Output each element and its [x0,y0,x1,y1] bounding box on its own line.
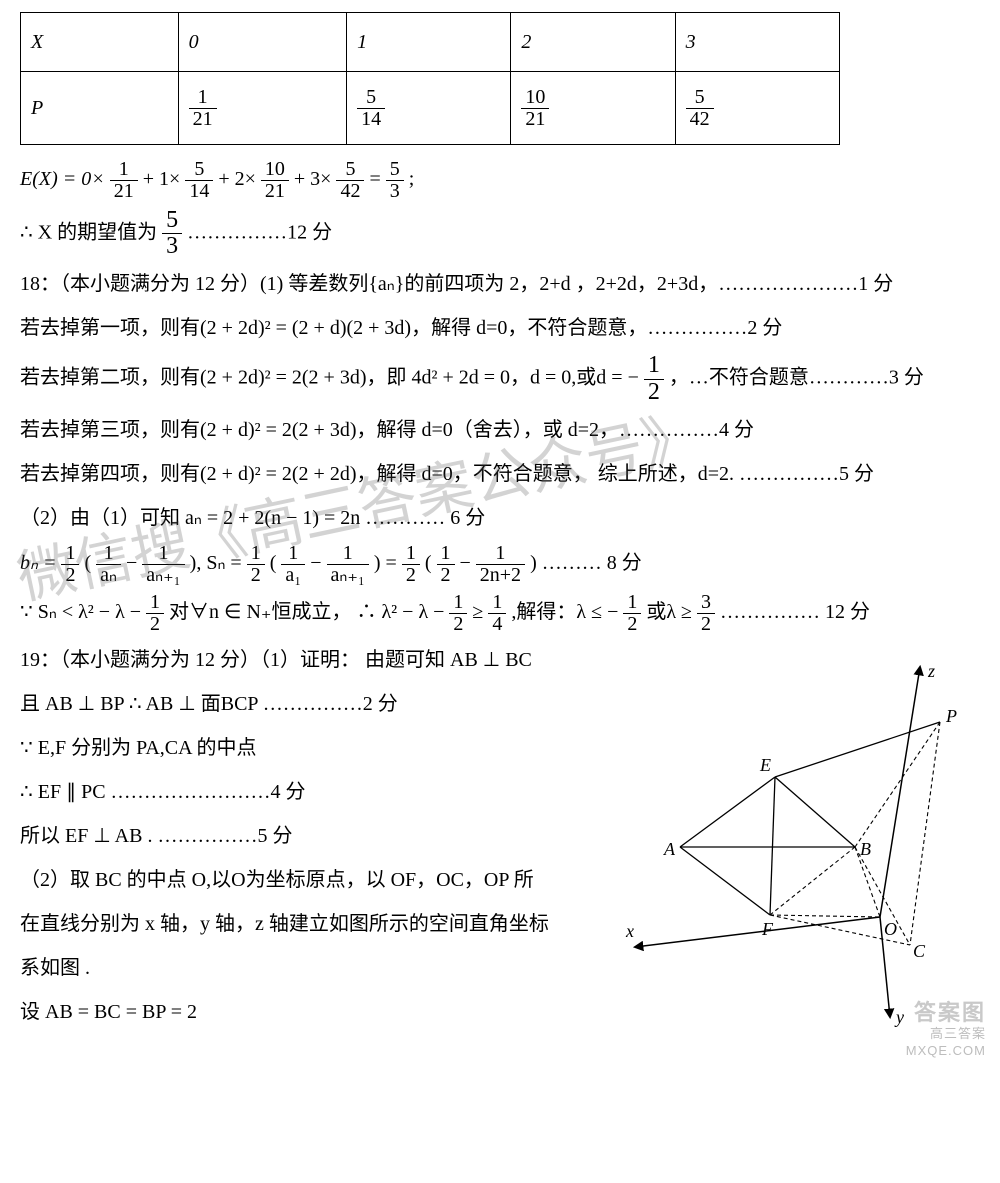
corner-watermark: 答案图 高三答案 MXQE.COM [906,999,986,1059]
expected-value-expr: E(X) = 0× 121 + 1× 514 + 2× 1021 + 3× 54… [20,159,980,202]
table-row: X 0 1 2 3 [21,13,840,72]
cell: 3 [675,13,839,72]
q18-case2: 若去掉第二项，则有(2 + 2d)² = 2(2 + 3d)，即 4d² + 2… [20,353,980,404]
cell: 2 [511,13,675,72]
cell: 542 [675,72,839,145]
q18-case4: 若去掉第四项，则有(2 + d)² = 2(2 + 2d)，解得 d=0，不符合… [20,455,980,493]
cell: 1 [347,13,511,72]
pt-C: C [913,941,926,961]
q18-header: 18：（本小题满分为 12 分）(1) 等差数列{aₙ}的前四项为 2，2+d … [20,265,980,303]
axis-x-label: x [625,921,634,941]
cell: 121 [178,72,347,145]
pt-E: E [759,755,771,775]
distribution-table: X 0 1 2 3 P 121 514 1021 542 [20,12,840,145]
table-row: P 121 514 1021 542 [21,72,840,145]
axis-y-label: y [894,1007,904,1027]
cell: 1021 [511,72,675,145]
pt-P: P [945,706,957,726]
q18-case3: 若去掉第三项，则有(2 + d)² = 2(2 + 3d)，解得 d=0（舍去）… [20,411,980,449]
pt-A: A [663,839,676,859]
pt-B: B [860,839,871,859]
cell-X-label: X [21,13,179,72]
cell: 514 [347,72,511,145]
page-root: X 0 1 2 3 P 121 514 1021 542 E(X) = 0× 1… [0,0,1000,1067]
geometry-svg: z x y A B C E F P O [620,647,980,1027]
expected-value-result: ∴ X 的期望值为 53 ……………12 分 [20,208,980,259]
geometry-figure: z x y A B C E F P O [620,647,980,1032]
pt-O: O [884,919,897,939]
q18-bn-sn: bₙ = 12 ( 1aₙ − 1aₙ₊₁ ), Sₙ = 12 ( 1a₁ −… [20,543,980,586]
q18-case1: 若去掉第一项，则有(2 + 2d)² = (2 + d)(2 + 3d)，解得 … [20,309,980,347]
cell: 0 [178,13,347,72]
cell-P-label: P [21,72,179,145]
q18-sn-inequality: ∵ Sₙ < λ² − λ − 12 对∀n ∈ N₊恒成立， ∴ λ² − λ… [20,592,980,635]
pt-F: F [761,919,774,939]
axis-z-label: z [927,661,935,681]
q18-part2-an: （2）由（1）可知 aₙ = 2 + 2(n − 1) = 2n ………… 6 … [20,499,980,537]
